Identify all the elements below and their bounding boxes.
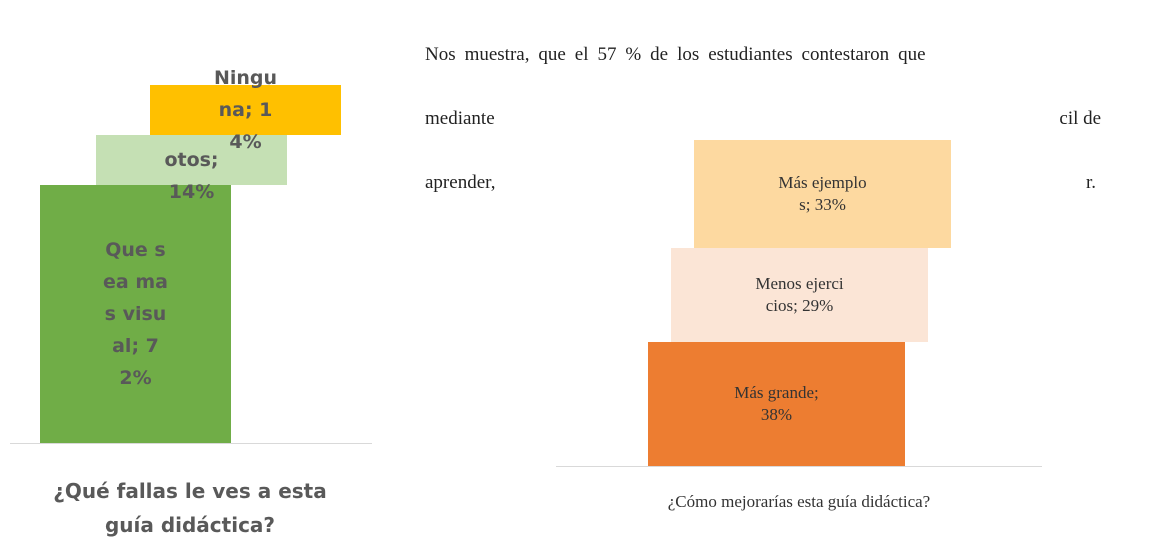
data-label: Más ejemplos; 33% [778, 172, 867, 214]
data-label: Ninguna; 14% [213, 67, 278, 154]
paragraph-line: Nos muestra, que el 57 % de los estudian… [425, 44, 926, 65]
chart-title: ¿Cómo mejorarías esta guía didáctica? [667, 492, 931, 511]
paragraph-fragment: aprender, [425, 172, 496, 193]
box: Menos ejercicios; 29% [671, 247, 928, 343]
box: Ninguna; 14% [150, 67, 341, 153]
baseline [556, 466, 1042, 467]
data-label: Que sea mas visual; 72% [103, 239, 168, 390]
box: Más ejemplos; 33% [694, 140, 951, 248]
box: Que sea mas visual; 72% [40, 185, 231, 443]
paragraph-fragment: r. [1086, 172, 1097, 193]
paragraph-fragment: ácil de [1051, 108, 1102, 129]
paragraph-fragment: mediante [425, 108, 495, 129]
data-label: Menos ejercicios; 29% [755, 273, 844, 315]
box: Más grande; 38% [648, 342, 905, 466]
baseline [10, 443, 372, 444]
data-label: Más grande; 38% [734, 383, 819, 425]
chart-title: ¿Qué fallas le ves a esta guía didáctica… [53, 479, 327, 537]
